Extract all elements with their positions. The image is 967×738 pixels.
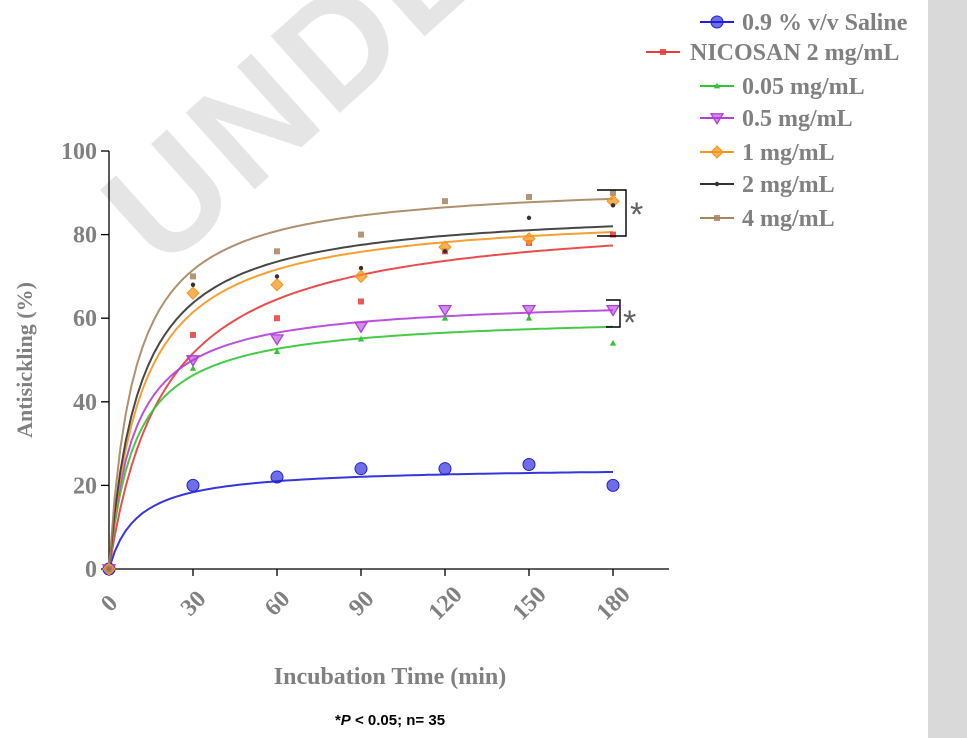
data-point (354, 269, 368, 284)
axes: 0 20 40 60 80 100 0 30 60 90 120 150 180 (61, 139, 669, 626)
legend-marker (713, 82, 721, 89)
legend-label: 0.5 mg/mL (742, 106, 853, 132)
data-points (101, 189, 621, 576)
fit-curves (108, 197, 614, 570)
data-point (605, 304, 621, 317)
data-point (186, 478, 200, 492)
data-point (441, 314, 449, 321)
legend-label: 0.05 mg/mL (742, 74, 865, 100)
x-axis-title: Incubation Time (min) (274, 664, 507, 690)
x-tick-label: 120 (424, 582, 468, 626)
legend-marker (714, 181, 720, 187)
bracket-top (597, 189, 627, 237)
legend-label: 0.9 % v/v Saline (742, 10, 908, 36)
data-point (358, 298, 364, 305)
data-point (522, 458, 536, 471)
data-point (610, 203, 616, 208)
data-point (270, 470, 284, 484)
data-point (438, 462, 452, 476)
legend-label: 4 mg/mL (742, 206, 835, 232)
significance-star: * (630, 196, 643, 234)
legend-marker (714, 215, 720, 221)
footnote-text: < 0.05; n= 35 (350, 712, 446, 729)
y-tick-label: 0 (85, 557, 97, 583)
data-point (526, 215, 532, 221)
data-point (609, 339, 617, 346)
data-point (274, 274, 280, 279)
data-point (442, 249, 448, 254)
data-point (270, 278, 284, 292)
x-tick-label: 30 (176, 586, 211, 621)
data-point (526, 193, 532, 200)
data-point (610, 189, 616, 196)
x-tick-label: 0 (96, 590, 123, 617)
legend-label: NICOSAN 2 mg/mL (690, 40, 899, 66)
data-point (610, 231, 616, 238)
legend-marker (710, 15, 724, 29)
significance-brackets: ** (597, 189, 643, 342)
data-point (185, 355, 201, 367)
data-point (274, 315, 280, 322)
fit-curve-series-7 (108, 197, 614, 570)
legend-marker (660, 49, 666, 55)
footnote: *P < 0.05; n= 35 (0, 712, 780, 729)
y-tick-label: 80 (73, 223, 97, 249)
data-point (354, 462, 368, 476)
data-point (521, 304, 537, 317)
data-point (189, 364, 197, 371)
fit-curve-series-6 (108, 225, 614, 570)
data-point (274, 248, 280, 255)
data-point (525, 314, 533, 321)
footnote-marker: * (334, 712, 341, 729)
footnote-p: P (340, 712, 351, 729)
y-tick-label: 60 (73, 306, 97, 332)
legend-label: 1 mg/mL (742, 140, 835, 166)
x-tick-label: 90 (344, 586, 379, 621)
data-point (190, 282, 196, 287)
data-point (190, 273, 196, 280)
data-point (190, 331, 196, 338)
legend-marker (709, 113, 725, 125)
data-point (357, 335, 365, 342)
data-point (437, 304, 453, 317)
legend: 0.9 % v/v Saline NICOSAN 2 mg/mL 0.05 mg/m… (646, 10, 908, 232)
y-tick-label: 20 (73, 473, 97, 499)
data-point (273, 348, 281, 355)
fit-curve-series-4 (108, 309, 614, 570)
data-point (353, 321, 369, 334)
legend-label: 2 mg/mL (742, 172, 835, 198)
x-tick-label: 150 (508, 582, 552, 626)
fit-curve-series-2 (108, 244, 614, 570)
data-point (358, 231, 364, 238)
significance-star: * (623, 304, 636, 342)
bracket-bottom (606, 299, 621, 328)
y-axis-title: Antisickling (%) (12, 282, 37, 438)
x-tick-label: 180 (592, 582, 636, 626)
y-tick-label: 100 (61, 139, 97, 165)
data-point (269, 334, 285, 347)
data-point (606, 478, 620, 492)
x-tick-label: 60 (260, 586, 295, 621)
fit-curve-series-1 (108, 471, 613, 570)
data-point (358, 265, 364, 271)
data-point (186, 286, 200, 300)
side-panel (928, 0, 967, 738)
data-point (442, 198, 448, 205)
y-tick-label: 40 (73, 390, 97, 416)
legend-marker (710, 145, 724, 159)
data-point (106, 566, 112, 572)
data-point (522, 232, 536, 246)
